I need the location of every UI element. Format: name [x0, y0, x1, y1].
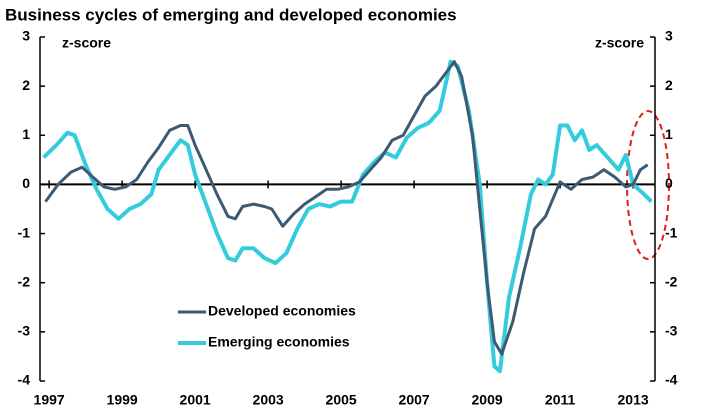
x-tick-label: 2009 [472, 392, 503, 408]
y2-tick-label: 3 [665, 28, 673, 44]
series-line [44, 60, 649, 356]
x-tick-label: 2003 [253, 392, 284, 408]
y2-tick-label: 1 [665, 126, 673, 142]
y2-tick-label: -1 [665, 224, 678, 240]
y-tick-label: -4 [18, 372, 31, 388]
x-tick-label: 2007 [399, 392, 430, 408]
legend-label: Emerging economies [208, 334, 350, 350]
y-axis-label: z-score [62, 35, 111, 51]
y-tick-label: -1 [18, 224, 31, 240]
legend-label: Developed economies [208, 303, 356, 319]
y-tick-label: -2 [18, 273, 31, 289]
x-tick-label: 2013 [618, 392, 649, 408]
x-tick-label: 1999 [107, 392, 138, 408]
x-tick-label: 2011 [545, 392, 576, 408]
y2-axis-label: z-score [595, 35, 644, 51]
y2-tick-label: -2 [665, 273, 678, 289]
y-tick-label: 1 [22, 126, 30, 142]
y2-tick-label: 2 [665, 77, 673, 93]
y2-tick-label: 0 [665, 175, 673, 191]
y2-tick-label: -4 [665, 372, 678, 388]
y-tick-label: 2 [22, 77, 30, 93]
x-tick-label: 1997 [34, 392, 65, 408]
y-tick-label: 0 [22, 175, 30, 191]
x-tick-label: 2001 [180, 392, 211, 408]
series-line [42, 59, 653, 374]
y2-tick-label: -3 [665, 323, 678, 339]
y-tick-label: -3 [18, 323, 31, 339]
x-tick-label: 2005 [326, 392, 357, 408]
chart-title: Business cycles of emerging and develope… [5, 5, 457, 24]
y-tick-label: 3 [22, 28, 30, 44]
